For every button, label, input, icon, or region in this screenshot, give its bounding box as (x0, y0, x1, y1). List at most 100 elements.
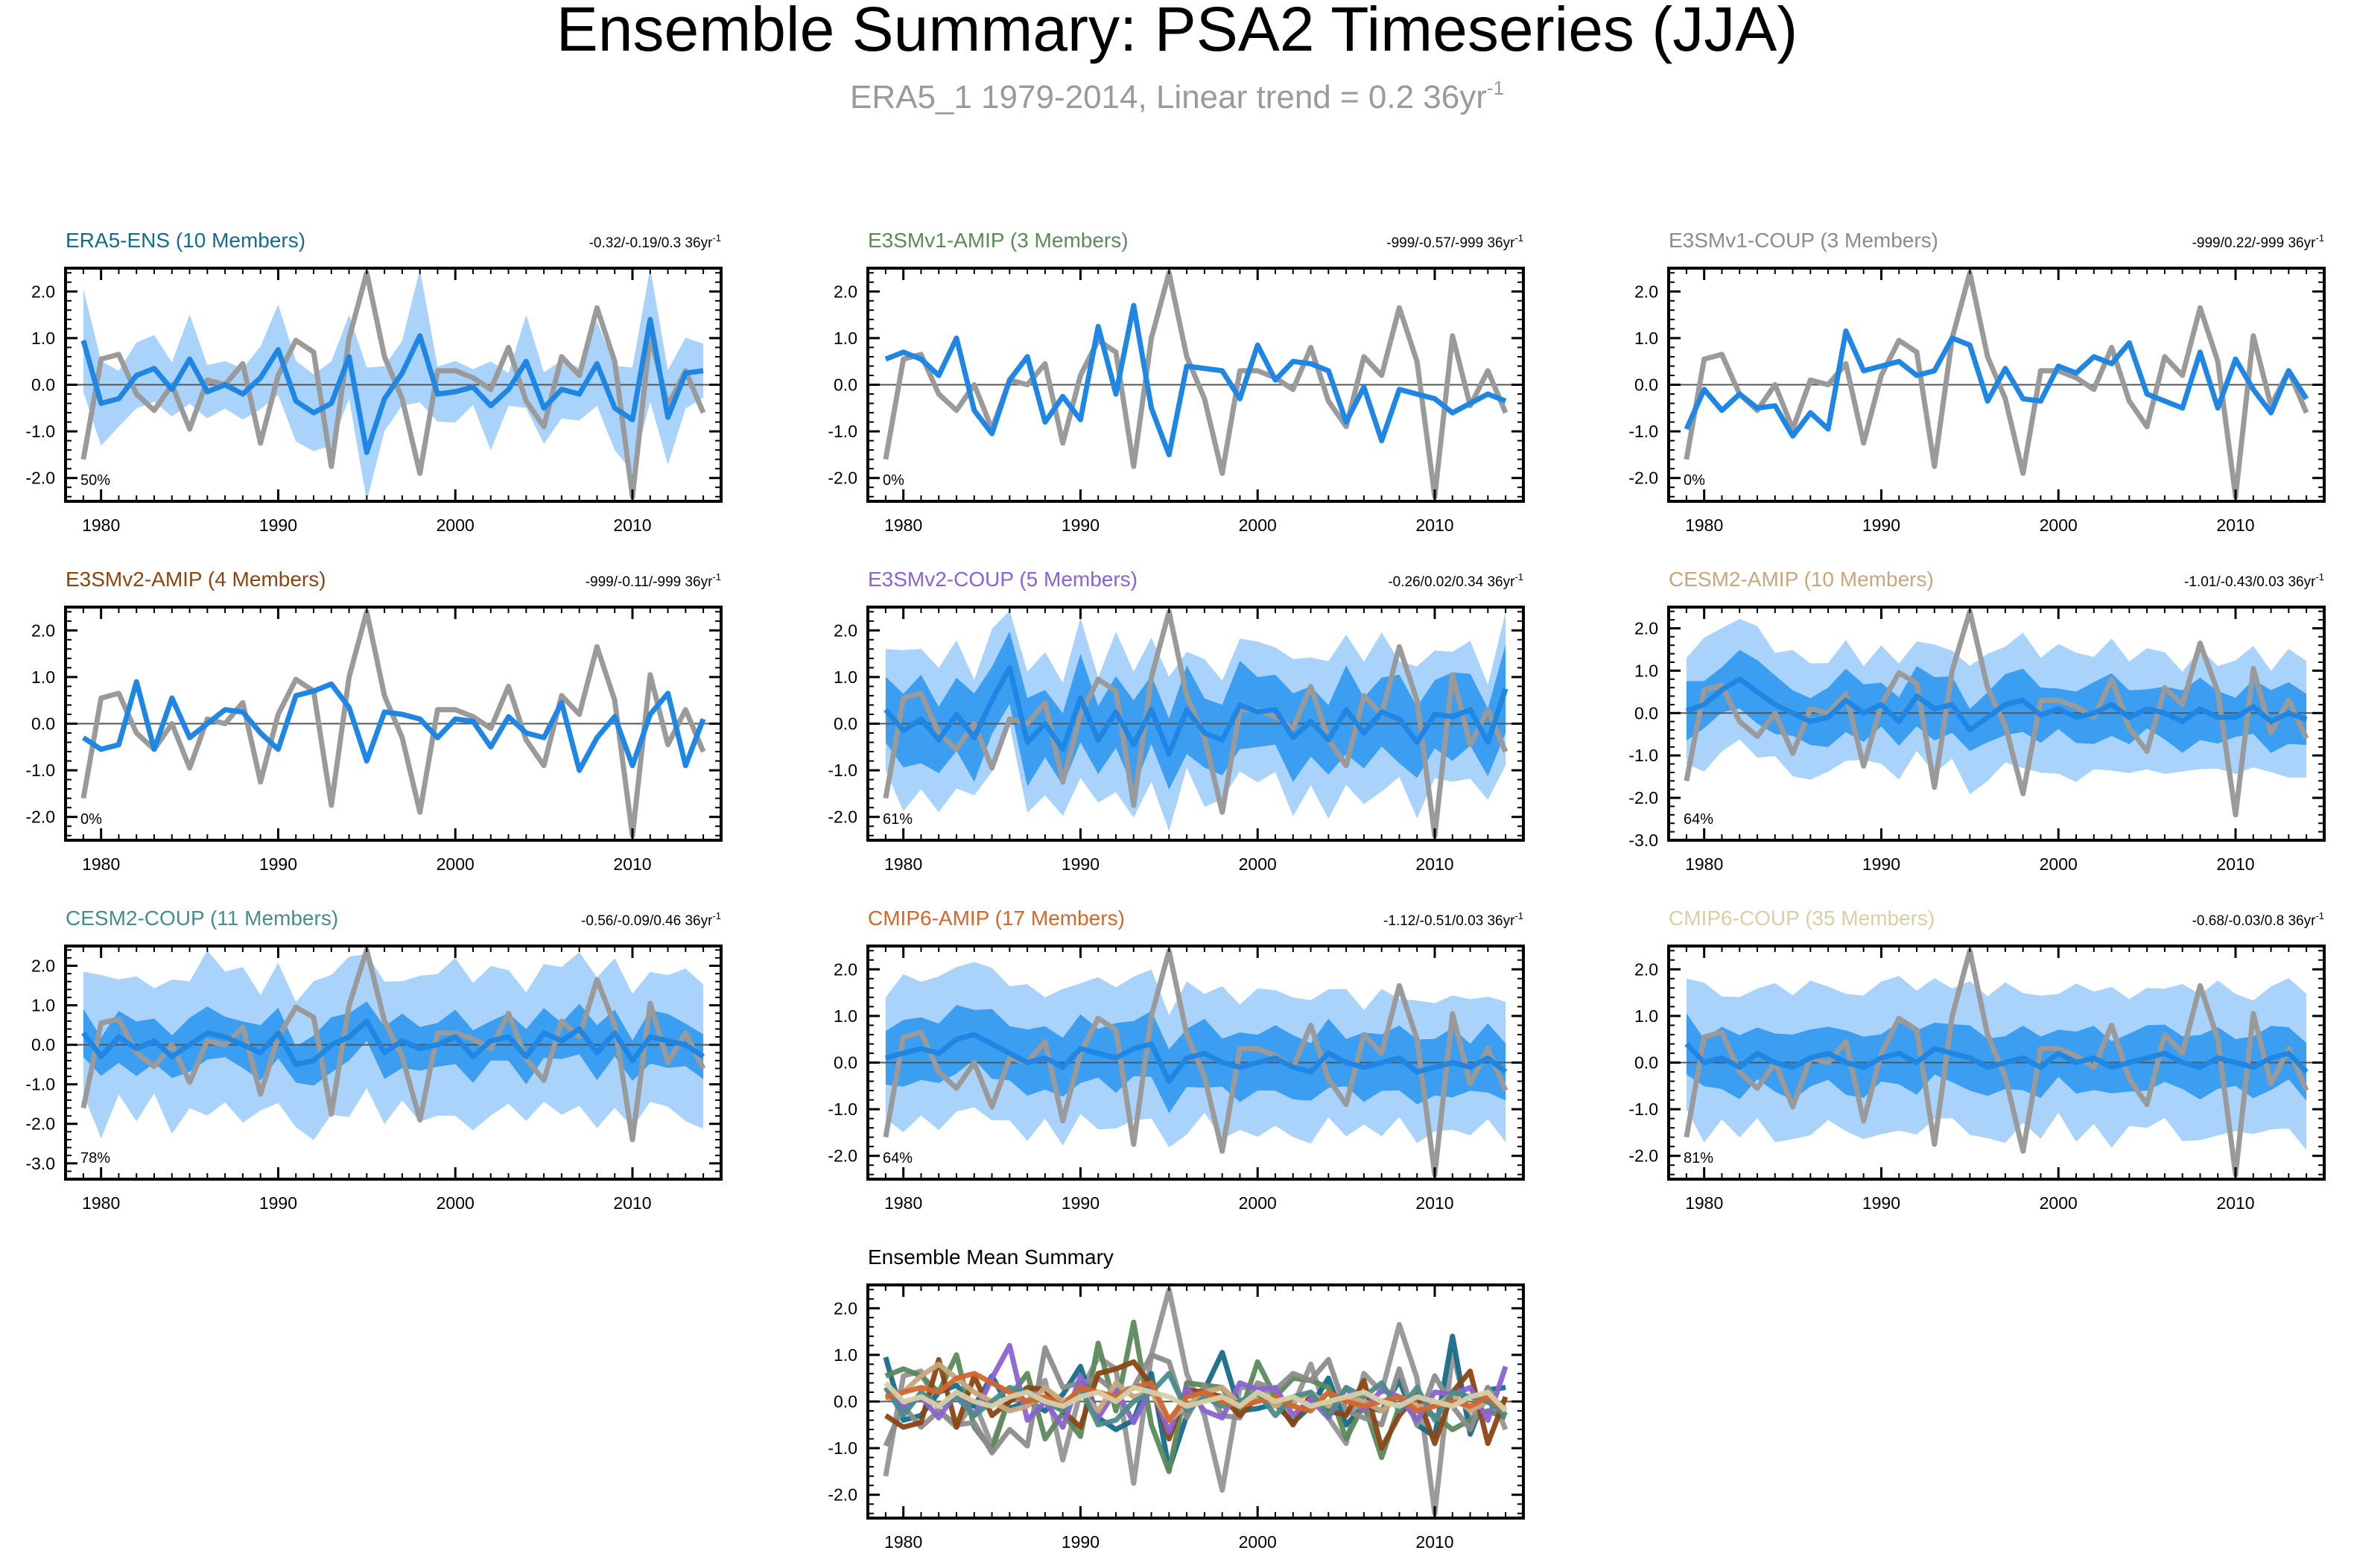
y-tick-label: 0.0 (834, 1392, 857, 1412)
panel-summary: Ensemble Mean Summary 2.0 1.0 0.0 -1.0 -2.0 19… (828, 1245, 1525, 1552)
panel-2: E3SMv1-AMIP (3 Members) -999/-0.57/-999 3… (828, 229, 1525, 535)
panel-stats-sup: -1 (712, 571, 721, 583)
panel-stats-value: -999/-0.57/-999 36yr (1386, 235, 1515, 251)
x-tick-label: 1990 (1062, 1532, 1100, 1552)
x-tick-label: 1990 (1062, 515, 1100, 535)
y-tick-label: -1.0 (828, 1099, 857, 1119)
x-tick-label: 2010 (1415, 1532, 1453, 1552)
summary-series-line (883, 1356, 1508, 1451)
x-tick-label: 1980 (884, 854, 922, 874)
x-tick-label: 2000 (2040, 515, 2078, 535)
x-tick-label: 2010 (613, 1193, 651, 1213)
y-tick-label: 2.0 (834, 282, 857, 301)
x-tick-label: 1990 (259, 1193, 297, 1213)
panel-stats: -999/-0.57/-999 36yr-1 (1386, 232, 1523, 251)
x-tick-label: 1980 (82, 515, 120, 535)
panel-1: ERA5-ENS (10 Members) -0.32/-0.19/0.3 36y… (25, 229, 723, 535)
x-tick-label: 2000 (437, 515, 475, 535)
y-tick-label: -2.0 (1628, 469, 1658, 488)
summary-series-line (885, 1371, 1508, 1423)
y-tick-label: -2.0 (828, 1146, 857, 1166)
y-tick-label: 1.0 (834, 1006, 857, 1026)
panel-label: E3SMv2-AMIP (4 Members) (66, 568, 326, 591)
ensemble-mean-line (1684, 1042, 2309, 1074)
x-tick-label: 2010 (1415, 515, 1453, 535)
y-tick-label: 1.0 (1634, 328, 1658, 348)
panel-stats-value: -999/-0.11/-999 36yr (586, 574, 713, 590)
panel-label: CESM2-AMIP (10 Members) (1669, 568, 1934, 591)
panel-stats-value: -0.26/0.02/0.34 36yr (1388, 574, 1515, 590)
panel-5: E3SMv2-COUP (5 Members) -0.26/0.02/0.34 3… (828, 568, 1525, 874)
x-tick-label: 2000 (1239, 1193, 1277, 1213)
y-tick-label: -1.0 (828, 761, 857, 780)
y-tick-label: -2.0 (828, 469, 857, 488)
x-tick-label: 1990 (1862, 854, 1900, 874)
x-tick-label: 2010 (2216, 515, 2254, 535)
y-tick-label: 2.0 (834, 1298, 857, 1318)
panel-stats: -0.56/-0.09/0.46 36yr-1 (581, 910, 721, 929)
x-tick-label: 1980 (82, 1193, 120, 1213)
panel-stats: -999/0.22/-999 36yr-1 (2192, 232, 2324, 251)
figure-title: Ensemble Summary: PSA2 Timeseries (JJA) (556, 0, 1798, 64)
y-tick-label: -2.0 (828, 1485, 857, 1505)
x-tick-label: 2000 (2040, 1193, 2078, 1213)
panel-stats: -1.12/-0.51/0.03 36yr-1 (1383, 910, 1523, 929)
observation-line (80, 947, 706, 1143)
panel-stats-value: -999/0.22/-999 36yr (2192, 235, 2317, 251)
y-tick-label: -1.0 (1628, 1099, 1658, 1119)
x-tick-label: 2010 (613, 515, 651, 535)
y-tick-label: 2.0 (834, 620, 857, 640)
observation-line (1684, 609, 2309, 818)
y-tick-label: 1.0 (834, 667, 857, 687)
x-tick-label: 2010 (2216, 854, 2254, 874)
ensemble-mean-line (80, 317, 704, 455)
panel-stats: -0.32/-0.19/0.3 36yr-1 (589, 232, 721, 251)
panel-label: CMIP6-AMIP (17 Members) (868, 907, 1125, 930)
x-tick-label: 1980 (1685, 854, 1723, 874)
x-tick-label: 2000 (437, 1193, 475, 1213)
x-tick-label: 2000 (1239, 854, 1277, 874)
panel-9: CMIP6-COUP (35 Members) -0.68/-0.03/0.8 3… (1628, 907, 2326, 1213)
x-tick-label: 1980 (1685, 1193, 1723, 1213)
y-tick-label: -1.0 (25, 761, 55, 780)
observation-line (80, 609, 706, 839)
observation-line (883, 609, 1508, 839)
y-tick-label: 1.0 (834, 1345, 857, 1365)
y-tick-label: 0.0 (31, 1035, 55, 1055)
y-tick-label: -2.0 (25, 1114, 55, 1134)
panel-percentage: 64% (1684, 811, 1713, 828)
panel-percentage: 81% (1684, 1150, 1713, 1167)
ensemble-mean-line (81, 679, 706, 773)
y-tick-label: 0.0 (31, 375, 55, 395)
panel-stats-sup: -1 (1514, 571, 1523, 583)
x-tick-label: 1990 (1862, 1193, 1900, 1213)
x-tick-label: 1980 (82, 854, 120, 874)
x-tick-label: 2000 (437, 854, 475, 874)
y-tick-label: -1.0 (1628, 746, 1658, 765)
y-tick-label: -1.0 (828, 1438, 857, 1458)
x-tick-label: 1980 (1685, 515, 1723, 535)
y-tick-label: 2.0 (31, 956, 55, 976)
panel-percentage: 0% (883, 472, 904, 489)
x-tick-label: 1990 (259, 515, 297, 535)
panel-6: CESM2-AMIP (10 Members) -1.01/-0.43/0.03 … (1628, 568, 2326, 874)
y-tick-label: -2.0 (25, 469, 55, 488)
panel-stats-value: -0.68/-0.03/0.8 36yr (2192, 913, 2316, 929)
plot-frame (1667, 606, 2326, 842)
y-tick-label: 0.0 (834, 714, 857, 734)
panel-stats-sup: -1 (2315, 910, 2324, 921)
x-tick-label: 1980 (884, 515, 922, 535)
panel-stats: -0.26/0.02/0.34 36yr-1 (1388, 571, 1523, 590)
panel-stats-sup: -1 (2315, 571, 2324, 583)
y-tick-label: 1.0 (1634, 1006, 1658, 1026)
y-tick-label: -2.0 (25, 807, 55, 827)
panel-stats-value: -1.01/-0.43/0.03 36yr (2184, 574, 2316, 590)
y-tick-label: 1.0 (31, 328, 55, 348)
y-tick-label: 1.0 (834, 328, 857, 348)
ensemble-mean-line (1685, 676, 2308, 733)
ensemble-mean-line (883, 664, 1508, 757)
y-tick-label: -1.0 (828, 422, 857, 441)
ensemble-mean-line (81, 1018, 705, 1067)
panel-stats: -1.01/-0.43/0.03 36yr-1 (2184, 571, 2324, 590)
